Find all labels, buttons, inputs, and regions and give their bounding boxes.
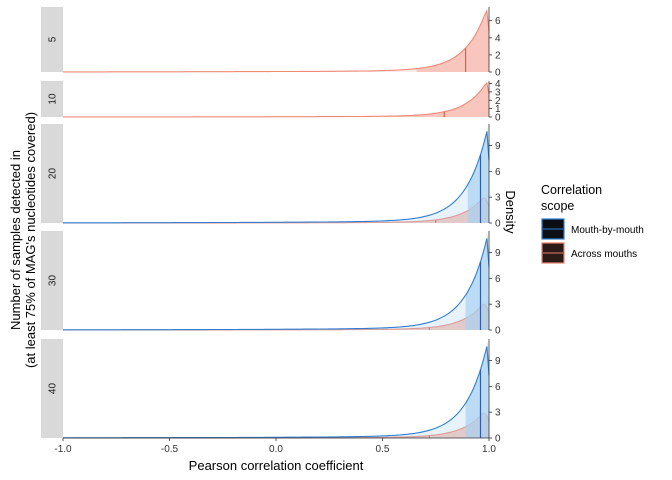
- mouth-quantile-area: [465, 341, 489, 438]
- facet-strip-label: 20: [48, 168, 59, 180]
- facet-strip: [41, 124, 63, 223]
- across-density-line: [63, 82, 490, 118]
- density-tick-label: 9: [495, 356, 501, 367]
- facet-40: 40 0 3 6 9: [41, 339, 501, 445]
- density-tick-label: 3: [495, 408, 501, 419]
- density-tick-label: 2: [495, 50, 501, 61]
- x-tick-label: 0.0: [269, 444, 283, 455]
- density-axis-title: Density: [503, 190, 518, 234]
- density-tick-label: 0: [495, 326, 501, 337]
- mouth-quantile-area: [467, 126, 489, 223]
- facet-strip-label: 5: [48, 36, 59, 42]
- x-axis: -1.0 -0.5 0.0 0.5 1.0: [54, 437, 496, 455]
- x-tick-label: -1.0: [54, 444, 72, 455]
- legend-item-across-mouths: Across mouths: [541, 242, 637, 264]
- x-tick-label: 1.0: [482, 444, 496, 455]
- density-tick-label: 0: [495, 219, 501, 230]
- across-density-area: [63, 83, 489, 117]
- legend-title-line-1: Correlation: [541, 183, 602, 197]
- density-tick-label: 0: [495, 434, 501, 445]
- density-tick-label: 6: [495, 382, 501, 393]
- density-tick-label: 6: [495, 274, 501, 285]
- density-tick-label: 6: [495, 167, 501, 178]
- density-tick-label: 0: [495, 113, 501, 124]
- facet-strip: [41, 81, 63, 117]
- mouth-density-area: [63, 238, 489, 330]
- density-tick-label: 1: [495, 104, 501, 115]
- y-axis-title: Number of samples detected in (at least …: [8, 112, 38, 368]
- x-tick-label: -0.5: [161, 444, 179, 455]
- across-quantile-area: [365, 412, 489, 438]
- facet-30: 30 0 3 6 9: [41, 231, 501, 337]
- mouth-density-line: [63, 131, 490, 224]
- density-tick-label: 2: [495, 96, 501, 107]
- density-tick-label: 4: [495, 33, 501, 44]
- legend-label-mouth-by-mouth: Mouth-by-mouth: [571, 225, 644, 236]
- across-density-area: [63, 11, 489, 72]
- density-tick-label: 6: [495, 16, 501, 27]
- x-axis-title: Pearson correlation coefficient: [189, 458, 364, 473]
- density-tick-label: 3: [495, 87, 501, 98]
- mouth-density-line: [63, 238, 490, 331]
- mouth-density-area: [63, 131, 489, 223]
- facet-5: 5 0 2 4 6: [41, 7, 501, 79]
- y-axis-title-line-1: Number of samples detected in: [8, 150, 23, 330]
- legend-label-across-mouths: Across mouths: [571, 249, 637, 260]
- density-tick-label: 3: [495, 300, 501, 311]
- density-tick-label: 9: [495, 248, 501, 259]
- across-quantile-area: [369, 197, 489, 223]
- x-tick-label: 0.5: [376, 444, 390, 455]
- across-density-line: [63, 9, 490, 73]
- across-quantile-area: [384, 81, 489, 117]
- facet-strip-label: 40: [48, 383, 59, 395]
- facet-strip: [41, 7, 63, 72]
- facet-strip: [41, 339, 63, 438]
- facet-strip-label: 30: [48, 275, 59, 287]
- legend: Correlation scope Mouth-by-mouth Across …: [541, 183, 644, 264]
- density-tick-label: 4: [495, 79, 501, 90]
- mouth-density-line: [63, 346, 490, 439]
- density-tick-label: 0: [495, 68, 501, 79]
- legend-title-line-2: scope: [541, 199, 574, 213]
- density-tick-label: 3: [495, 193, 501, 204]
- density-tick-label: 9: [495, 141, 501, 152]
- across-quantile-area: [416, 8, 489, 72]
- legend-item-mouth-by-mouth: Mouth-by-mouth: [541, 218, 644, 240]
- mouth-density-area: [63, 346, 489, 438]
- facet-strip: [41, 231, 63, 330]
- facet-strip-label: 10: [48, 93, 59, 105]
- facet-20: 20 0 3 6 9: [41, 124, 501, 230]
- y-axis-title-line-2: (at least 75% of MAG's nucleotides cover…: [23, 112, 38, 368]
- across-quantile-area: [363, 303, 489, 330]
- mouth-quantile-area: [465, 233, 489, 330]
